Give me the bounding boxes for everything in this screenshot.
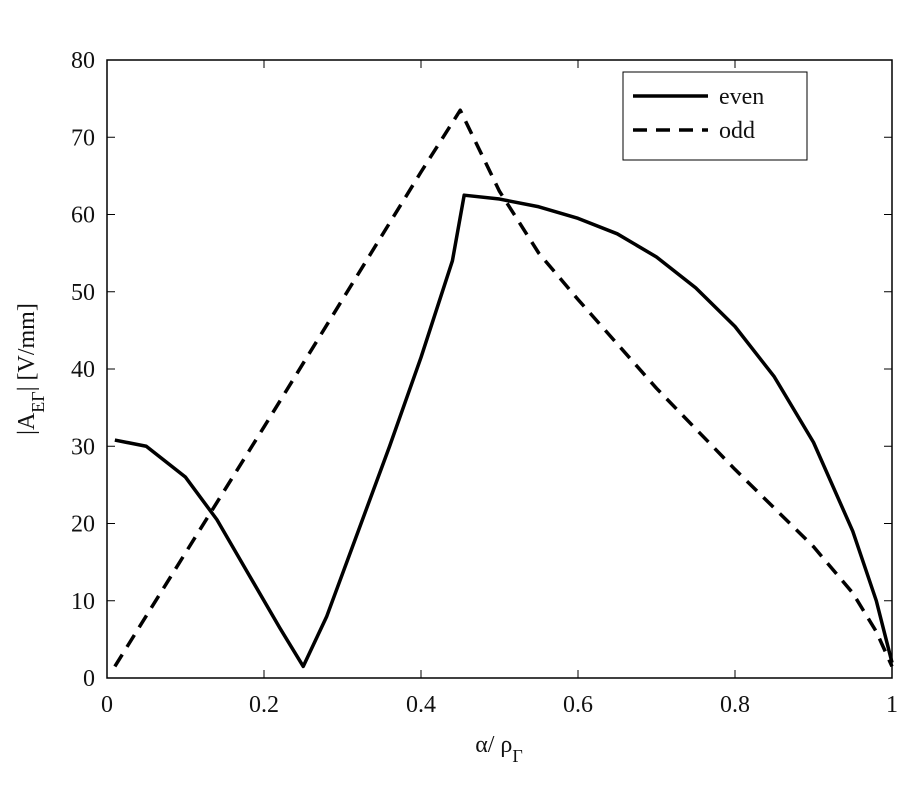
y-label-unit: | [V/mm]: [14, 303, 40, 391]
x-tick-label: 0.8: [720, 692, 750, 718]
x-tick-label: 0: [101, 692, 113, 718]
x-tick-label: 0.6: [563, 692, 593, 718]
y-label-sub: EΓ: [28, 391, 48, 412]
data-line: [113, 108, 894, 668]
y-tick-label: 40: [71, 357, 95, 383]
x-tick-label: 0.4: [406, 692, 436, 718]
y-tick-label: 0: [83, 666, 95, 692]
x-axis-label: α/ ρΓ: [475, 732, 523, 766]
y-axis-label: |AEΓ| [V/mm]: [14, 303, 48, 435]
x-label-sub: Γ: [512, 746, 522, 766]
data-line: [114, 193, 894, 669]
x-tick-label: 0.2: [249, 692, 279, 718]
y-tick-label: 30: [71, 434, 95, 460]
y-tick-label: 80: [71, 48, 95, 74]
x-label-main: α/ ρ: [475, 732, 512, 758]
y-tick-label: 70: [71, 125, 95, 151]
legend-box: [622, 71, 808, 161]
y-tick-label: 50: [71, 280, 95, 306]
legend-label: odd: [719, 118, 755, 144]
y-label-main: |A: [14, 412, 40, 435]
x-tick-label: 1: [886, 692, 898, 718]
y-tick-label: 60: [71, 203, 95, 229]
legend-label: even: [719, 84, 764, 110]
y-tick-label: 10: [71, 589, 95, 615]
y-tick-label: 20: [71, 512, 95, 538]
